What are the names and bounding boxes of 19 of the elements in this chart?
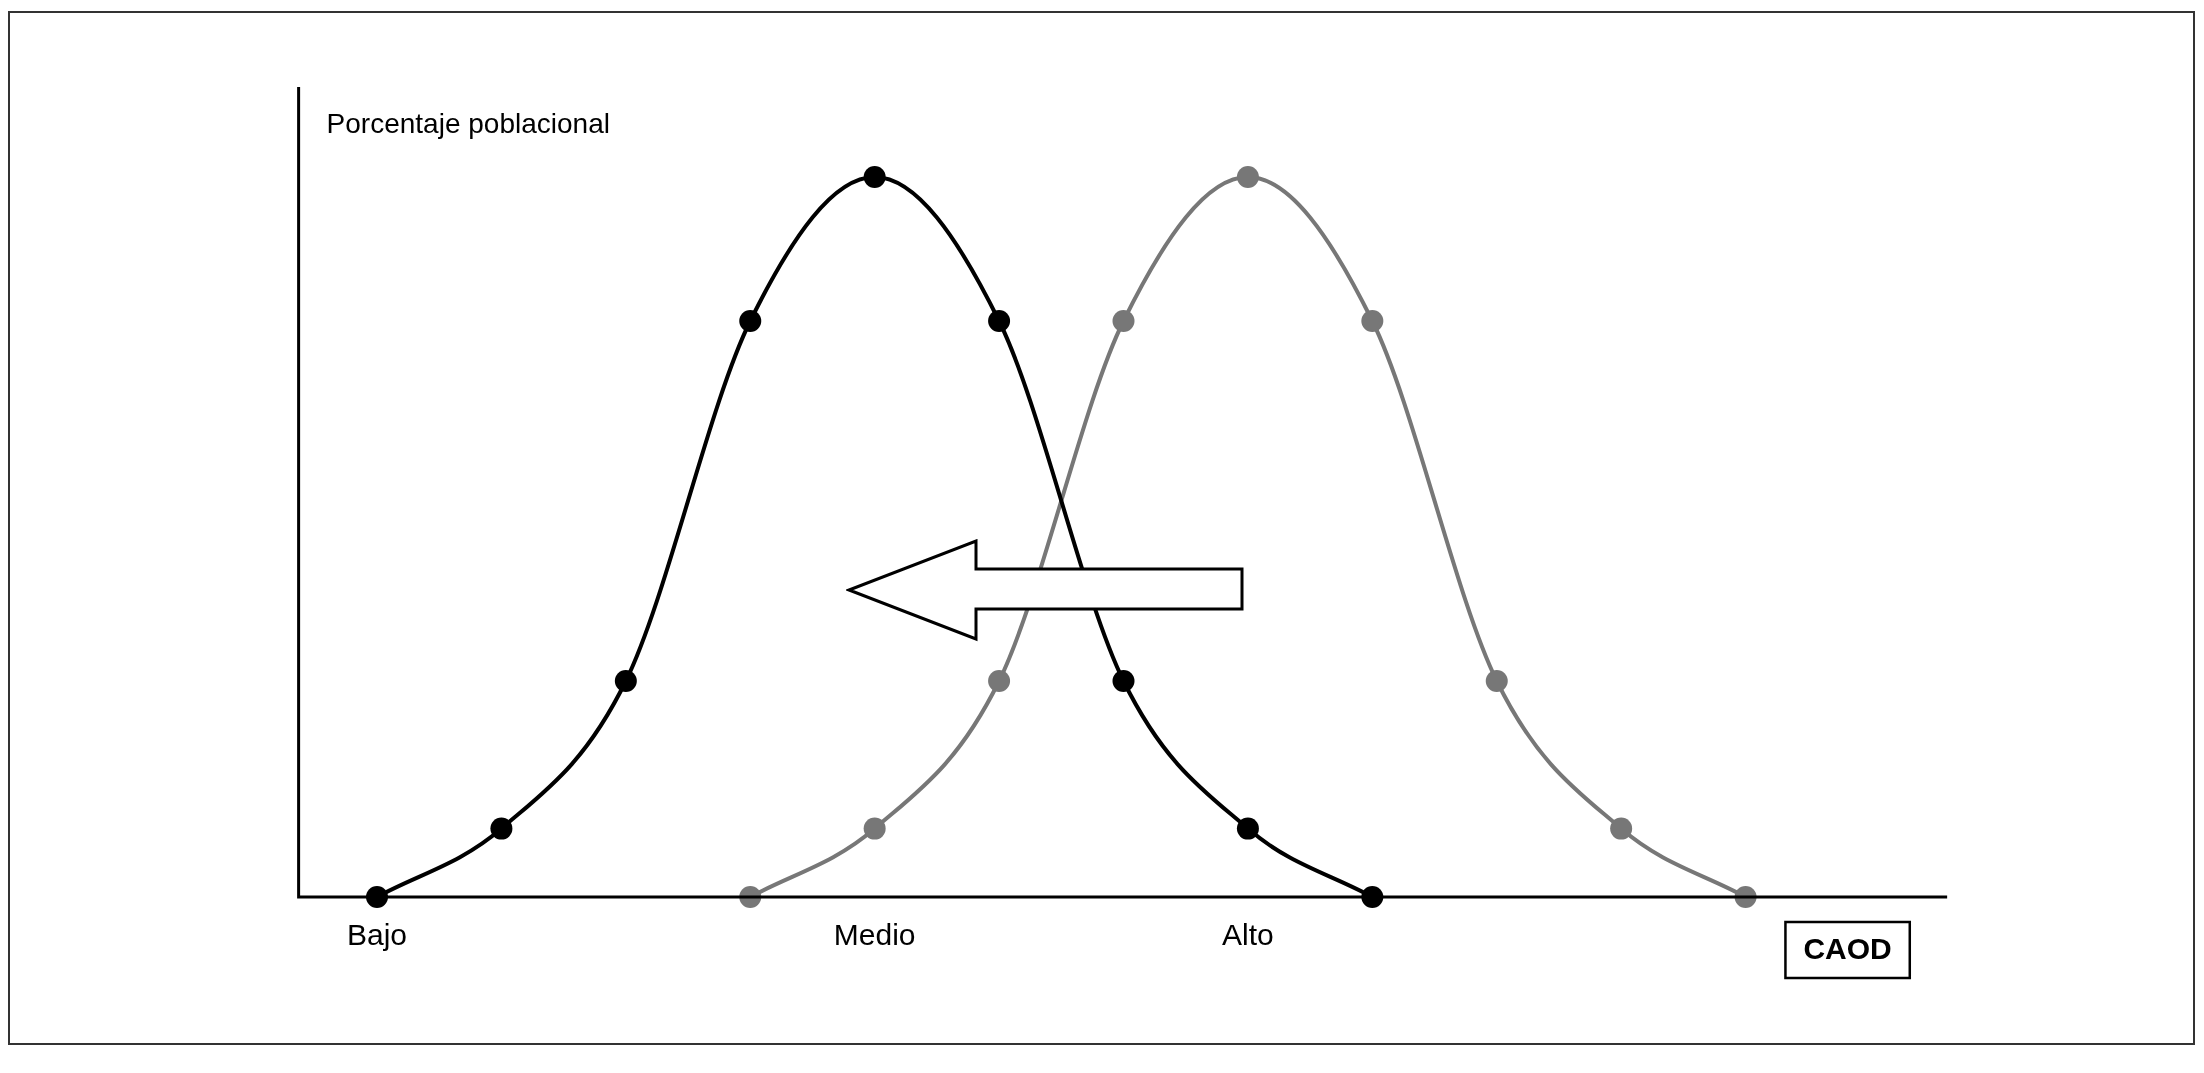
- point: [863, 166, 886, 188]
- point: [1112, 310, 1135, 332]
- point: [863, 817, 886, 840]
- point: [1361, 310, 1384, 332]
- point: [1236, 166, 1259, 188]
- point: [988, 670, 1011, 692]
- point: [739, 310, 762, 332]
- point: [1236, 817, 1259, 840]
- point: [1610, 817, 1633, 840]
- point: [490, 817, 513, 840]
- point: [614, 670, 637, 692]
- y-axis-title: Porcentaje poblacional: [326, 107, 610, 139]
- point: [988, 310, 1011, 332]
- x-tick-label: Medio: [833, 918, 916, 952]
- x-tick-label: Bajo: [346, 918, 408, 952]
- point: [1485, 670, 1508, 692]
- x-axis-title: CAOD: [1803, 932, 1892, 966]
- x-tick-label: Alto: [1222, 918, 1274, 952]
- point: [1112, 670, 1135, 692]
